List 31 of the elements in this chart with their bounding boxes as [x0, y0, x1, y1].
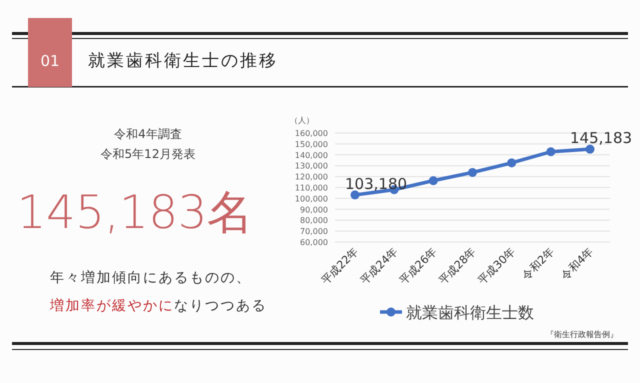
x-tick-label: 令和4年: [558, 244, 596, 282]
y-tick-label: 70,000: [300, 227, 328, 236]
y-tick-label: 140,000: [294, 150, 328, 160]
y-tick-label: 100,000: [294, 194, 328, 204]
point: [468, 168, 477, 177]
y-tick-label: 110,000: [294, 184, 328, 192]
legend-label: 就業歯科衛生士数: [406, 303, 534, 322]
x-tick-label: 令和2年: [519, 244, 557, 282]
point: [428, 176, 438, 186]
text: 01: [40, 52, 60, 70]
text: 令和5年12月発表: [100, 147, 196, 161]
y-axis-title: （人）: [290, 116, 314, 125]
text: なりつつある: [174, 298, 267, 314]
text: 『衛生行政報告例』: [546, 330, 618, 339]
text: 就業歯科衛生士の推移: [88, 51, 278, 71]
text: 年々増加傾向にあるものの、: [50, 269, 252, 286]
point: [546, 147, 556, 156]
y-tick-label: 90,000: [300, 205, 328, 214]
y-tick-label: 120,000: [294, 172, 328, 182]
point: [507, 158, 516, 168]
y-tick-label: 130,000: [294, 162, 328, 171]
y-tick-label: 160,000: [294, 129, 328, 138]
data-label: 103,180: [345, 174, 408, 193]
y-tick-label: 150,000: [294, 140, 328, 149]
y-tick-label: 60,000: [300, 238, 328, 247]
text: 令和4年調査: [114, 127, 182, 141]
text: 145,183名: [16, 185, 254, 239]
point: [586, 144, 594, 154]
y-tick-label: 80,000: [300, 216, 328, 226]
data-label: 145,183: [570, 129, 632, 148]
text: 増加率が緩やかに: [49, 297, 174, 314]
